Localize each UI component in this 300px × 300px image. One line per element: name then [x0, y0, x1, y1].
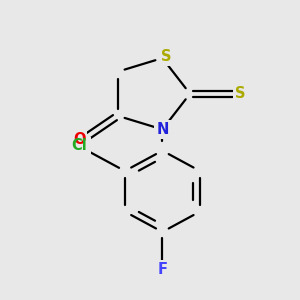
Text: F: F: [158, 262, 167, 277]
Text: Cl: Cl: [71, 139, 86, 154]
Text: O: O: [73, 132, 85, 147]
FancyBboxPatch shape: [158, 47, 175, 66]
Text: S: S: [161, 49, 172, 64]
Text: S: S: [236, 86, 246, 101]
FancyBboxPatch shape: [154, 260, 170, 279]
FancyBboxPatch shape: [71, 130, 87, 149]
FancyBboxPatch shape: [232, 85, 249, 103]
FancyBboxPatch shape: [66, 137, 91, 155]
Text: N: N: [156, 122, 169, 137]
FancyBboxPatch shape: [154, 120, 170, 139]
